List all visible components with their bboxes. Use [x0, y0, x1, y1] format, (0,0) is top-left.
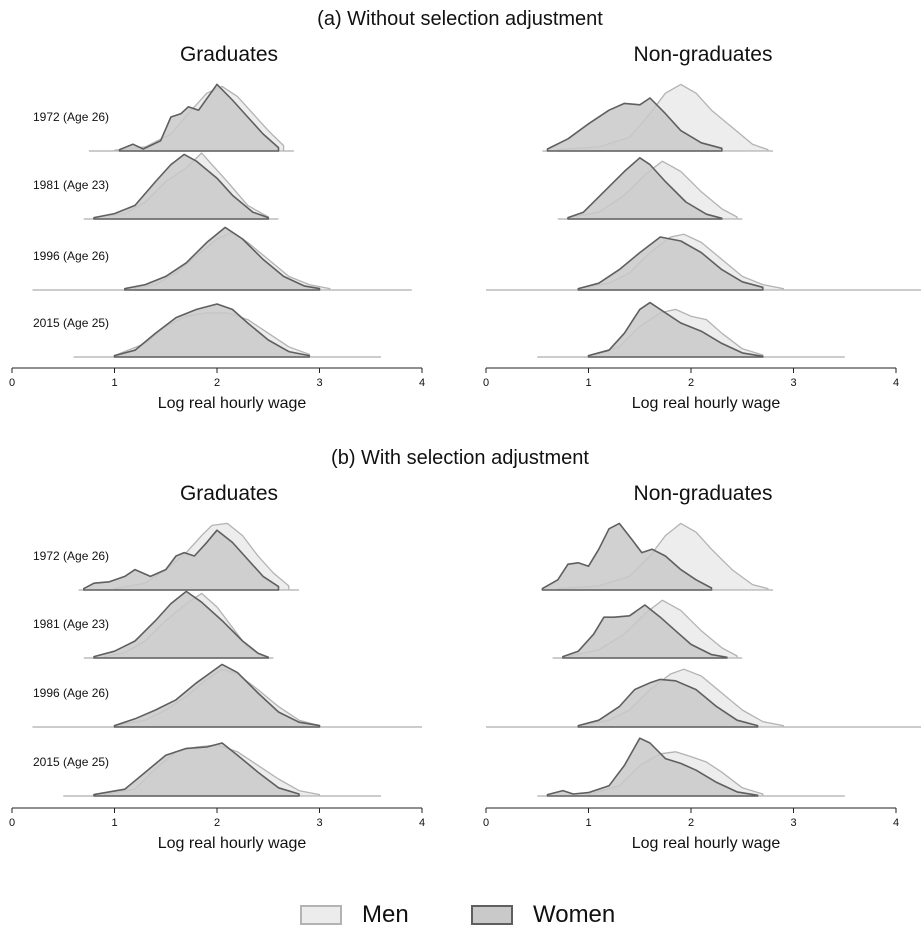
panel-b-title: (b) With selection adjustment — [331, 447, 589, 469]
x-tick-label: 2 — [688, 817, 694, 829]
x-tick-label: 0 — [9, 377, 15, 389]
density-women — [577, 678, 759, 728]
panel-subtitle: Non-graduates — [634, 482, 773, 505]
x-axis-label: Log real hourly wage — [158, 835, 307, 852]
x-tick-label: 1 — [111, 817, 117, 829]
density-women — [113, 663, 321, 728]
row-label: 1972 (Age 26) — [33, 549, 109, 563]
panel-subtitle: Graduates — [180, 482, 278, 505]
density-women — [118, 83, 280, 152]
legend: Men Women — [0, 900, 921, 932]
density-women — [546, 97, 723, 152]
x-axis-label: Log real hourly wage — [158, 395, 307, 412]
x-tick-label: 0 — [483, 817, 489, 829]
legend-swatch-women — [471, 905, 513, 925]
legend-item-women: Women — [471, 900, 615, 930]
x-tick-label: 3 — [316, 377, 322, 389]
density-women — [93, 742, 300, 797]
x-tick-label: 1 — [111, 377, 117, 389]
panel-subtitle: Non-graduates — [634, 43, 773, 66]
x-tick-label: 0 — [9, 817, 15, 829]
x-tick-label: 2 — [214, 377, 220, 389]
row-label: 1972 (Age 26) — [33, 110, 109, 124]
legend-label-men: Men — [362, 901, 409, 928]
panel-2: Graduates 1972 (Age 26) 1981 (Age 23) 1996 … — [9, 482, 425, 852]
panel-a-title: (a) Without selection adjustment — [317, 8, 603, 30]
x-tick-label: 1 — [585, 377, 591, 389]
row-label: 1996 (Age 26) — [33, 686, 109, 700]
legend-item-men: Men — [300, 900, 409, 930]
x-tick-label: 4 — [419, 377, 425, 389]
density-women — [567, 157, 723, 220]
density-women — [577, 236, 764, 291]
panel-1: Non-graduates 0 1 2 3 4 Log real hourly wage — [483, 43, 921, 412]
row-label: 1981 (Age 23) — [33, 617, 109, 631]
panel-0: Graduates 1972 (Age 26) 1981 (Age 23) 1996 … — [9, 43, 425, 412]
row-label: 2015 (Age 25) — [33, 755, 109, 769]
density-women — [541, 522, 713, 591]
row-label: 2015 (Age 25) — [33, 316, 109, 330]
density-women — [562, 604, 728, 659]
legend-swatch-men — [300, 905, 342, 925]
x-tick-label: 3 — [790, 817, 796, 829]
x-tick-label: 4 — [419, 817, 425, 829]
density-women — [83, 529, 280, 591]
x-tick-label: 0 — [483, 377, 489, 389]
legend-label-women: Women — [533, 901, 616, 928]
panel-subtitle: Graduates — [180, 43, 278, 66]
x-tick-label: 1 — [585, 817, 591, 829]
density-women — [93, 153, 270, 220]
density-women — [124, 226, 321, 291]
density-women — [113, 303, 311, 358]
x-tick-label: 4 — [893, 377, 899, 389]
x-tick-label: 4 — [893, 817, 899, 829]
x-axis-label: Log real hourly wage — [632, 395, 781, 412]
x-axis-label: Log real hourly wage — [632, 835, 781, 852]
density-women — [587, 301, 764, 358]
figure: (a) Without selection adjustment (b) Wit… — [9, 8, 921, 852]
x-tick-label: 2 — [214, 817, 220, 829]
x-tick-label: 3 — [790, 377, 796, 389]
row-label: 1981 (Age 23) — [33, 178, 109, 192]
row-label: 1996 (Age 26) — [33, 249, 109, 263]
panel-3: Non-graduates 0 1 2 3 4 Log real hourly wage — [483, 482, 921, 852]
x-tick-label: 3 — [316, 817, 322, 829]
density-women — [546, 737, 759, 797]
x-tick-label: 2 — [688, 377, 694, 389]
density-women — [93, 590, 270, 659]
